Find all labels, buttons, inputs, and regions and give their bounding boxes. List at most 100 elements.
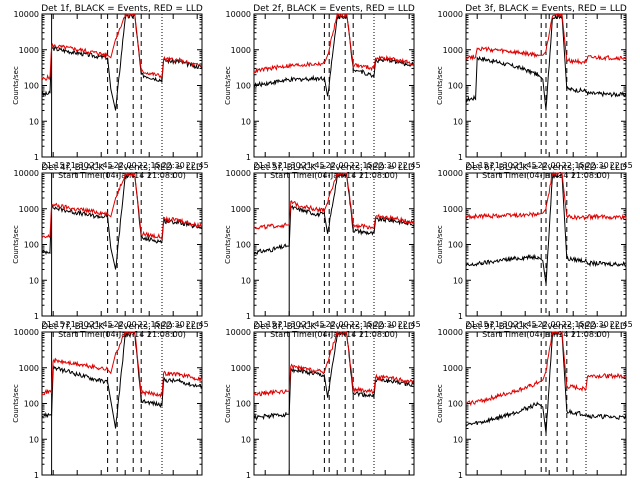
y-axis-label: Counts/sec (436, 384, 444, 423)
y-tick-label: 100 (24, 82, 39, 91)
y-axis-label: Counts/sec (224, 225, 232, 264)
events-series-line (41, 173, 203, 270)
panel-9: Det 9f, BLACK = Events, RED = LLD 1 10 100 1… (436, 322, 633, 480)
panel-1: Det 1f, BLACK = Events, RED = LLD 1 10 100 1… (12, 4, 209, 180)
plot-frame (41, 13, 203, 158)
x-tick-label: 21:15 (466, 320, 489, 329)
x-tick-label: 21:15 (254, 161, 277, 170)
panel-5: Det 5f, BLACK = Events, RED = LLD 1 10 100 1… (224, 163, 421, 339)
lld-series-line (42, 331, 203, 399)
x-tick-label: 21:15 (42, 161, 65, 170)
y-tick-label: 1000 (19, 364, 39, 373)
events-series-line (253, 331, 415, 421)
y-tick-label: 10 (241, 276, 251, 285)
x-axis-label: Start Time (04-Jan-14 21:08:00) (270, 330, 398, 339)
lld-series-line (41, 13, 203, 82)
y-tick-label: 1 (458, 312, 463, 321)
panel-title: Det 6f, BLACK = Events, RED = LLD (465, 163, 627, 173)
y-tick-label: 10000 (226, 328, 251, 337)
x-tick-label: 21:30 (490, 161, 513, 170)
lld-series-line (253, 12, 415, 74)
panel-6: Det 6f, BLACK = Events, RED = LLD 1 10 100 1… (436, 163, 633, 339)
y-tick-label: 10000 (438, 328, 463, 337)
y-tick-label: 1 (34, 312, 39, 321)
x-tick-label: 22:45 (610, 161, 633, 170)
panel-3: Det 3f, BLACK = Events, RED = LLD 1 10 100 1… (436, 4, 633, 180)
y-tick-label: 10 (29, 276, 39, 285)
x-tick-label: 22:15 (562, 320, 585, 329)
y-tick-label: 100 (24, 241, 39, 250)
x-tick-label: 22:00 (538, 320, 561, 329)
y-tick-label: 100 (24, 400, 39, 409)
y-tick-label: 100 (448, 400, 463, 409)
panel-7: Det 7f, BLACK = Events, RED = LLD 1 10 100 1… (12, 322, 209, 480)
y-tick-label: 10000 (438, 169, 463, 178)
x-tick-label: 22:30 (162, 161, 185, 170)
panel-8: Det 8f, BLACK = Events, RED = LLD 1 10 100 1… (224, 322, 421, 480)
panel-title: Det 5f, BLACK = Events, RED = LLD (253, 163, 415, 173)
x-axis-label: Start Time (04-Jan-14 21:08:00) (58, 330, 186, 339)
y-axis-label: Counts/sec (12, 384, 20, 423)
y-tick-label: 1 (34, 471, 39, 480)
y-tick-label: 100 (236, 241, 251, 250)
x-tick-label: 21:30 (66, 161, 89, 170)
panel-title: Det 3f, BLACK = Events, RED = LLD (465, 4, 627, 14)
y-axis-label: Counts/sec (224, 66, 232, 105)
y-tick-label: 100 (236, 400, 251, 409)
plot-frame (41, 331, 203, 476)
lld-series-line (465, 12, 627, 65)
x-tick-label: 22:30 (586, 320, 609, 329)
panel-4: Det 4f, BLACK = Events, RED = LLD 1 10 100 1… (12, 163, 209, 339)
events-series-line (41, 13, 203, 111)
y-tick-label: 1000 (231, 205, 251, 214)
y-tick-label: 1 (458, 153, 463, 162)
panel-title: Det 7f, BLACK = Events, RED = LLD (41, 322, 203, 332)
y-tick-label: 10 (29, 117, 39, 126)
x-tick-label: 22:30 (374, 161, 397, 170)
y-tick-label: 1000 (443, 205, 463, 214)
x-tick-label: 21:45 (514, 161, 537, 170)
x-tick-label: 22:30 (586, 161, 609, 170)
x-tick-label: 22:15 (562, 161, 585, 170)
x-tick-label: 21:30 (490, 320, 513, 329)
y-tick-label: 1000 (19, 205, 39, 214)
lld-series-line (41, 171, 203, 240)
x-tick-label: 22:30 (162, 320, 185, 329)
x-tick-label: 22:00 (326, 161, 349, 170)
y-tick-label: 10000 (438, 10, 463, 19)
x-tick-label: 22:45 (398, 320, 421, 329)
x-tick-label: 21:45 (90, 320, 113, 329)
y-tick-label: 10 (241, 117, 251, 126)
x-tick-label: 22:45 (398, 161, 421, 170)
x-tick-label: 22:45 (610, 320, 633, 329)
x-axis-label: Start Time (04-Jan-14 21:08:00) (58, 171, 186, 180)
x-tick-label: 21:45 (302, 161, 325, 170)
y-tick-label: 1 (34, 153, 39, 162)
y-tick-label: 100 (448, 82, 463, 91)
events-series-line (253, 13, 415, 97)
y-tick-label: 1 (246, 471, 251, 480)
plot-frame (253, 13, 415, 158)
y-axis-label: Counts/sec (224, 384, 232, 423)
y-tick-label: 10 (29, 435, 39, 444)
y-tick-label: 10 (453, 435, 463, 444)
panel-title: Det 1f, BLACK = Events, RED = LLD (41, 4, 203, 14)
y-tick-label: 10 (453, 117, 463, 126)
y-tick-label: 10000 (226, 10, 251, 19)
x-tick-label: 22:15 (350, 320, 373, 329)
x-tick-label: 21:15 (466, 161, 489, 170)
x-tick-label: 22:00 (114, 161, 137, 170)
panel-2: Det 2f, BLACK = Events, RED = LLD 1 10 100 1… (224, 4, 421, 180)
y-tick-label: 1000 (19, 46, 39, 55)
y-tick-label: 10 (453, 276, 463, 285)
x-tick-label: 21:45 (90, 161, 113, 170)
x-tick-label: 22:15 (350, 161, 373, 170)
y-tick-label: 1000 (443, 46, 463, 55)
events-series-line (465, 13, 627, 111)
lld-series-line (253, 330, 415, 397)
y-axis-label: Counts/sec (436, 225, 444, 264)
x-tick-label: 21:30 (278, 320, 301, 329)
y-tick-label: 1 (246, 153, 251, 162)
panel-title: Det 9f, BLACK = Events, RED = LLD (465, 322, 627, 332)
